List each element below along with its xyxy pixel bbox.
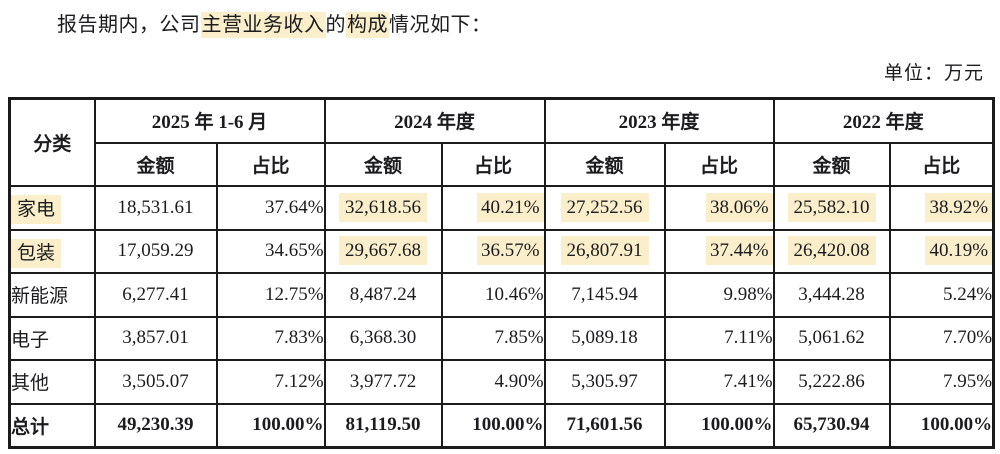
cell-ratio: 7.85% [494,327,544,349]
header-amount: 金额 [543,141,666,187]
cell-amount: 81,119.50 [345,414,421,436]
cell-ratio: 7.95% [942,370,993,392]
title-plain-segment: 的 [325,14,346,36]
cell-ratio: 4.90% [494,370,544,392]
cell-amount: 29,667.68 [339,236,428,266]
cell-ratio: 37.64% [264,196,324,218]
cell-amount: 3,505.07 [122,370,189,392]
title-plain-segment: 情况如下： [389,14,492,36]
cell-amount: 7,145.94 [571,283,638,305]
title-highlighted-segment: 主营业务收入 [200,12,326,38]
row-category: 总计 [11,416,50,438]
unit-label: 单位：万元 [883,63,984,84]
row-category: 家电 [11,195,62,225]
cell-ratio: 37.44% [705,236,772,266]
header-period-2023: 2023 年度 [543,97,775,144]
title-plain-segment: 报告期内，公司 [57,14,201,36]
cell-ratio: 38.06% [705,192,772,222]
document-title: 报告期内，公司主营业务收入的构成情况如下： [57,8,492,38]
table-total-row: 总计 49,230.39 100.00% 81,119.50 100.00% 7… [8,402,995,449]
header-amount: 金额 [323,141,443,187]
cell-ratio: 7.12% [274,370,324,392]
cell-ratio: 10.46% [484,283,544,305]
table-row: 家电 18,531.61 37.64% 32,618.56 40.21% 27,… [8,185,995,231]
header-amount: 金额 [772,141,891,187]
cell-ratio: 100.00% [920,414,993,436]
cell-ratio: 12.75% [264,283,324,305]
cell-ratio: 100.00% [701,414,773,436]
cell-amount: 26,420.08 [787,236,876,266]
row-category: 包装 [11,238,62,268]
cell-ratio: 7.41% [723,370,773,392]
title-highlighted-segment: 构成 [346,12,389,38]
cell-amount: 26,807.91 [560,236,649,266]
cell-amount: 3,444.28 [798,283,865,305]
row-category: 电子 [11,329,50,351]
cell-amount: 3,857.01 [122,327,189,349]
header-amount: 金额 [93,141,218,187]
cell-ratio: 7.11% [724,327,773,349]
header-category: 分类 [8,97,96,187]
cell-amount: 3,977.72 [349,370,417,392]
header-ratio: 占比 [215,141,326,187]
cell-amount: 25,582.10 [787,192,876,222]
cell-amount: 6,368.30 [349,327,417,349]
cell-ratio: 7.83% [274,327,324,349]
table-header-row-periods: 分类 2025 年 1-6 月 2024 年度 2023 年度 2022 年度 [8,97,995,187]
cell-amount: 17,059.29 [117,240,194,262]
header-ratio: 占比 [888,141,995,187]
cell-amount: 5,061.62 [798,327,865,349]
cell-amount: 5,089.18 [571,327,638,349]
cell-amount: 65,730.94 [793,414,870,436]
cell-ratio: 34.65% [264,240,324,262]
table-row: 新能源 6,277.41 12.75% 8,487.24 10.46% 7,14… [8,272,995,318]
header-ratio: 占比 [440,141,546,187]
cell-ratio: 36.57% [476,236,543,266]
cell-amount: 18,531.61 [117,196,194,218]
revenue-composition-table: 分类 2025 年 1-6 月 2024 年度 2023 年度 2022 年度 … [8,97,996,449]
cell-ratio: 7.70% [942,327,993,349]
header-ratio: 占比 [663,141,775,187]
cell-amount: 5,305.97 [571,370,638,392]
table-row: 电子 3,857.01 7.83% 6,368.30 7.85% 5,089.1… [8,315,995,361]
cell-amount: 27,252.56 [560,192,649,222]
row-category: 新能源 [11,286,69,308]
cell-ratio: 100.00% [472,414,544,436]
cell-amount: 6,277.41 [122,283,189,305]
cell-amount: 49,230.39 [117,414,194,436]
header-period-2025h1: 2025 年 1-6 月 [93,97,326,144]
cell-amount: 32,618.56 [339,192,428,222]
table-row: 其他 3,505.07 7.12% 3,977.72 4.90% 5,305.9… [8,359,995,405]
header-period-2024: 2024 年度 [323,97,546,144]
cell-ratio: 40.19% [925,236,992,266]
row-category: 其他 [11,373,50,395]
table-row: 包装 17,059.29 34.65% 29,667.68 36.57% 26,… [8,228,995,274]
header-period-2022: 2022 年度 [772,97,995,144]
cell-ratio: 38.92% [925,192,992,222]
cell-ratio: 40.21% [476,192,543,222]
cell-amount: 71,601.56 [566,414,643,436]
table-header-row-measures: 金额 占比 金额 占比 金额 占比 金额 占比 [10,141,995,187]
cell-ratio: 5.24% [942,283,993,305]
cell-amount: 5,222.86 [798,370,865,392]
cell-amount: 8,487.24 [349,283,417,305]
cell-ratio: 100.00% [252,414,324,436]
cell-ratio: 9.98% [723,283,773,305]
